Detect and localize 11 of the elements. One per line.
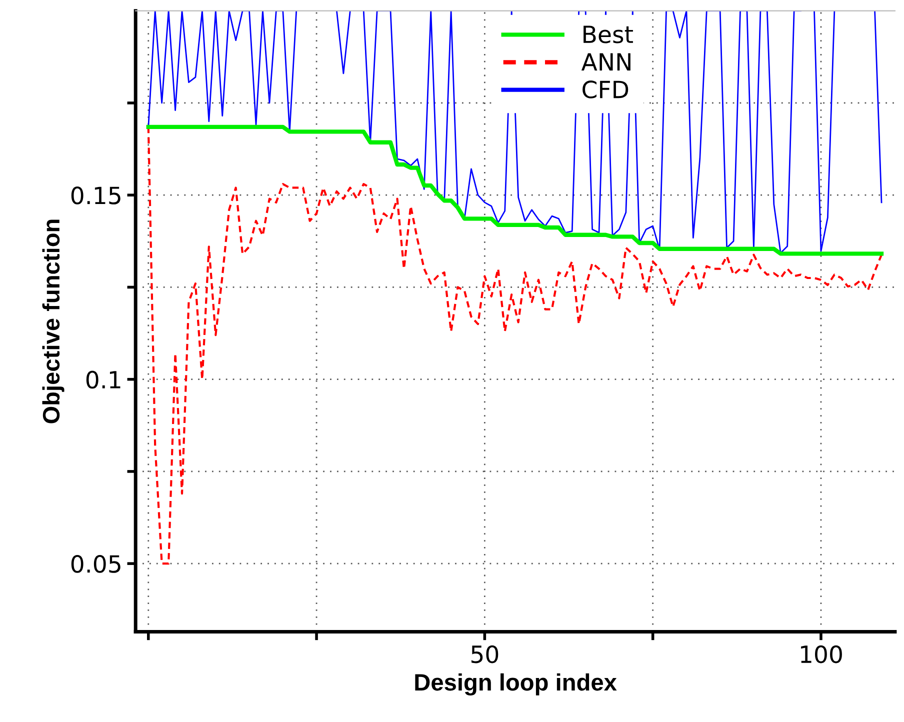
x-tick-label: 50 (471, 645, 498, 664)
x-tick-label: 100 (801, 645, 842, 664)
y-tick-label: 0.1 (86, 370, 120, 389)
y-axis-title: Objective function (42, 220, 64, 424)
legend-label: CFD (582, 80, 628, 98)
legend-label: ANN (581, 53, 630, 71)
x-axis-title: Design loop index (415, 673, 617, 696)
y-tick-label: 0.05 (71, 555, 120, 573)
y-tick-label: 0.15 (71, 186, 120, 204)
legend-label: Best (584, 26, 633, 44)
line-series (146, 124, 884, 256)
